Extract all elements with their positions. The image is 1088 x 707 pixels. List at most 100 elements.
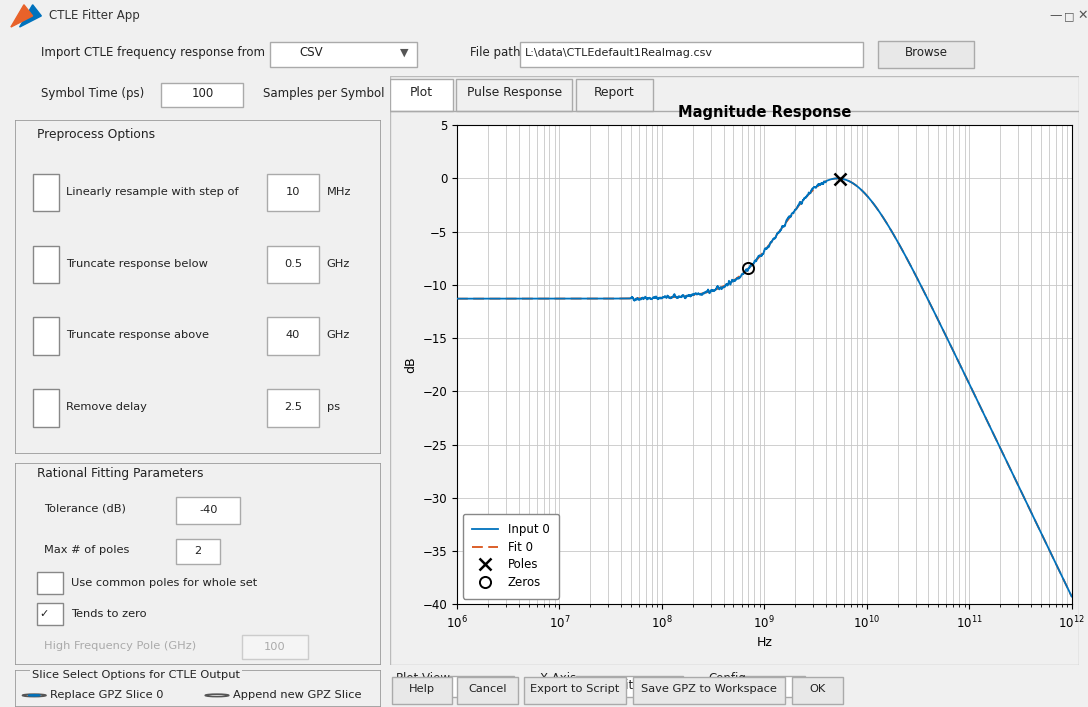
X-axis label: Hz: Hz xyxy=(756,636,772,649)
Text: □: □ xyxy=(1064,11,1075,21)
FancyBboxPatch shape xyxy=(576,676,682,697)
Title: Magnitude Response: Magnitude Response xyxy=(678,105,851,119)
Text: Export to Script: Export to Script xyxy=(530,684,620,694)
Text: Pulse Response: Pulse Response xyxy=(467,86,561,99)
Input 0 xyxy=(1065,592,1078,601)
FancyBboxPatch shape xyxy=(242,636,308,658)
Circle shape xyxy=(28,695,40,696)
FancyBboxPatch shape xyxy=(15,463,381,665)
Text: ▼: ▼ xyxy=(469,88,478,98)
Text: Config: Config xyxy=(708,672,746,684)
Input 0 xyxy=(450,294,463,303)
Text: ▼: ▼ xyxy=(677,680,685,690)
Text: Remove delay: Remove delay xyxy=(65,402,147,412)
Text: All: All xyxy=(755,679,770,691)
Text: 2: 2 xyxy=(195,546,201,556)
Text: 100: 100 xyxy=(191,87,213,100)
Polygon shape xyxy=(11,5,33,27)
Text: Tolerance (dB): Tolerance (dB) xyxy=(45,503,126,513)
Fit 0 xyxy=(450,294,463,303)
Text: Max # of poles: Max # of poles xyxy=(45,544,129,555)
Text: ps: ps xyxy=(326,402,339,412)
Text: L:\data\CTLEdefault1Realmag.csv: L:\data\CTLEdefault1Realmag.csv xyxy=(524,48,713,58)
Text: ▼: ▼ xyxy=(400,48,409,58)
Line: Input 0: Input 0 xyxy=(457,178,1072,597)
FancyBboxPatch shape xyxy=(390,78,453,111)
Text: 10: 10 xyxy=(286,187,300,197)
Text: 128: 128 xyxy=(410,87,432,100)
Text: MHz: MHz xyxy=(326,187,351,197)
Text: GHz: GHz xyxy=(326,259,350,269)
Text: -40: -40 xyxy=(199,506,218,515)
Fit 0 xyxy=(1053,568,1066,576)
Text: CTLE Fitter App: CTLE Fitter App xyxy=(49,9,139,23)
FancyBboxPatch shape xyxy=(457,677,518,703)
FancyBboxPatch shape xyxy=(268,317,319,355)
Line: Fit 0: Fit 0 xyxy=(457,178,1072,597)
Text: Save GPZ to Workspace: Save GPZ to Workspace xyxy=(641,684,777,694)
FancyBboxPatch shape xyxy=(524,677,626,703)
Fit 0 xyxy=(713,284,726,293)
Text: ✓: ✓ xyxy=(39,609,48,619)
Input 0 xyxy=(1053,568,1066,576)
FancyBboxPatch shape xyxy=(633,677,784,703)
Circle shape xyxy=(23,694,46,696)
FancyBboxPatch shape xyxy=(37,603,63,625)
Text: Preprocess Options: Preprocess Options xyxy=(37,129,156,141)
Text: Cancel: Cancel xyxy=(468,684,507,694)
FancyBboxPatch shape xyxy=(268,389,319,426)
Text: Report: Report xyxy=(594,86,634,99)
Text: Max Frequency: 1/2/Δt = 640 GHz: Max Frequency: 1/2/Δt = 640 GHz xyxy=(718,87,917,100)
Fit 0 xyxy=(557,294,570,303)
FancyBboxPatch shape xyxy=(792,677,843,703)
Text: Slice Select Options for CTLE Output: Slice Select Options for CTLE Output xyxy=(32,670,239,680)
Text: Logarithmic: Logarithmic xyxy=(593,679,663,691)
Text: High Frequency Pole (GHz): High Frequency Pole (GHz) xyxy=(45,641,197,651)
FancyBboxPatch shape xyxy=(270,42,417,67)
Polygon shape xyxy=(20,5,41,27)
Text: Truncate response below: Truncate response below xyxy=(65,259,208,269)
Text: Tends to zero: Tends to zero xyxy=(71,609,147,619)
FancyBboxPatch shape xyxy=(448,676,514,697)
Text: ▼: ▼ xyxy=(799,680,807,690)
Text: Δt = 0.78125 ps: Δt = 0.78125 ps xyxy=(492,87,588,100)
Text: Symbol Time (ps): Symbol Time (ps) xyxy=(41,87,145,100)
Text: Replace GPZ Slice 0: Replace GPZ Slice 0 xyxy=(50,690,163,701)
Text: ✕: ✕ xyxy=(1077,9,1088,23)
Text: ▼: ▼ xyxy=(506,680,514,690)
Fit 0 xyxy=(1065,592,1078,601)
Input 0 xyxy=(713,285,726,293)
Text: Linearly resample with step of: Linearly resample with step of xyxy=(65,187,238,197)
FancyBboxPatch shape xyxy=(390,76,1079,665)
Text: 100: 100 xyxy=(264,642,286,652)
Text: File path: File path xyxy=(470,47,520,59)
Text: CSV: CSV xyxy=(299,47,323,59)
FancyBboxPatch shape xyxy=(456,78,572,111)
Text: Truncate response above: Truncate response above xyxy=(65,330,209,341)
Input 0 xyxy=(687,290,700,298)
Text: Import CTLE frequency response from: Import CTLE frequency response from xyxy=(41,47,265,59)
Text: Plot View: Plot View xyxy=(396,672,450,684)
Text: Append new GPZ Slice: Append new GPZ Slice xyxy=(233,690,361,701)
Text: Help: Help xyxy=(409,684,435,694)
Input 0 xyxy=(520,294,533,303)
Input 0 xyxy=(557,294,570,303)
Fit 0 xyxy=(520,294,533,303)
Input 0 xyxy=(831,174,844,182)
Text: Browse: Browse xyxy=(904,47,948,59)
FancyBboxPatch shape xyxy=(176,539,220,564)
FancyBboxPatch shape xyxy=(878,41,974,68)
Text: Samples per Symbol: Samples per Symbol xyxy=(263,87,385,100)
FancyBboxPatch shape xyxy=(392,677,453,703)
FancyBboxPatch shape xyxy=(161,83,243,107)
FancyBboxPatch shape xyxy=(268,245,319,283)
Text: 2.5: 2.5 xyxy=(284,402,302,412)
Text: dB: dB xyxy=(466,679,481,691)
Text: Rational Fitting Parameters: Rational Fitting Parameters xyxy=(37,467,203,480)
Text: —: — xyxy=(1049,9,1062,23)
FancyBboxPatch shape xyxy=(15,120,381,454)
Fit 0 xyxy=(987,430,1000,438)
Text: OK: OK xyxy=(809,684,826,694)
Text: Plot: Plot xyxy=(410,86,433,99)
FancyBboxPatch shape xyxy=(268,174,319,211)
